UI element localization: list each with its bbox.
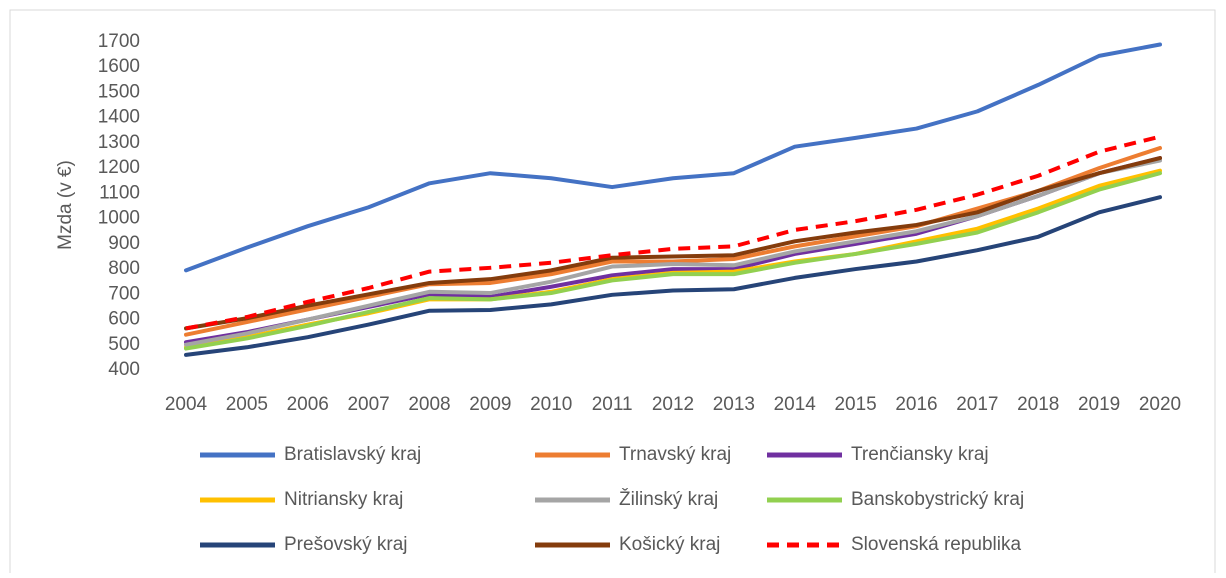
y-tick-label: 1600: [98, 56, 140, 77]
series-line: [184, 42, 1162, 273]
y-tick-label: 1500: [98, 81, 140, 102]
y-tick-label: 1200: [98, 157, 140, 178]
y-tick-label: 900: [108, 233, 140, 254]
legend-label: Košický kraj: [619, 534, 720, 555]
y-tick-label: 1100: [99, 182, 140, 203]
chart-frame: [9, 9, 1216, 578]
x-tick-label: 2017: [956, 394, 998, 415]
x-tick-label: 2013: [713, 394, 755, 415]
y-tick-label: 500: [108, 334, 140, 355]
legend-label: Žilinský kraj: [619, 488, 718, 510]
y-tick-label: 1000: [98, 208, 140, 229]
legend-label: Trenčiansky kraj: [851, 444, 989, 465]
legend-label: Slovenská republika: [851, 534, 1021, 555]
x-tick-label: 2008: [408, 394, 450, 415]
y-tick-label: 700: [108, 283, 140, 304]
series-line: [184, 171, 1162, 351]
legend-label: Bratislavský kraj: [284, 444, 421, 465]
x-tick-label: 2014: [774, 394, 817, 415]
x-tick-label: 2019: [1078, 394, 1120, 415]
y-tick-label: 1400: [98, 107, 140, 128]
x-tick-label: 2007: [347, 394, 389, 415]
series-line: [184, 156, 1162, 331]
x-tick-label: 2011: [592, 394, 633, 415]
y-tick-label: 800: [108, 258, 140, 279]
y-tick-label: 600: [108, 309, 140, 330]
x-tick-label: 2016: [895, 394, 937, 415]
y-axis-label: Mzda (v €): [55, 160, 76, 250]
x-tick-label: 2010: [530, 394, 572, 415]
series-line: [184, 195, 1162, 357]
x-tick-label: 2004: [165, 394, 208, 415]
x-tick-label: 2015: [834, 394, 876, 415]
x-tick-label: 2009: [469, 394, 511, 415]
legend-label: Prešovský kraj: [284, 534, 408, 555]
series-line: [184, 145, 1162, 337]
y-tick-label: 1300: [98, 132, 140, 153]
y-tick-label: 400: [108, 359, 140, 380]
legend-label: Banskobystrický kraj: [851, 489, 1024, 510]
series-line: [184, 158, 1162, 347]
series-line: [185, 134, 1161, 331]
x-tick-label: 2012: [652, 394, 694, 415]
x-tick-label: 2005: [226, 394, 268, 415]
legend-label: Trnavský kraj: [619, 444, 731, 465]
y-tick-label: 1700: [98, 31, 140, 52]
legend-label: Nitriansky kraj: [284, 489, 403, 510]
x-tick-label: 2020: [1139, 394, 1181, 415]
x-tick-label: 2006: [287, 394, 329, 415]
x-tick-label: 2018: [1017, 394, 1059, 415]
